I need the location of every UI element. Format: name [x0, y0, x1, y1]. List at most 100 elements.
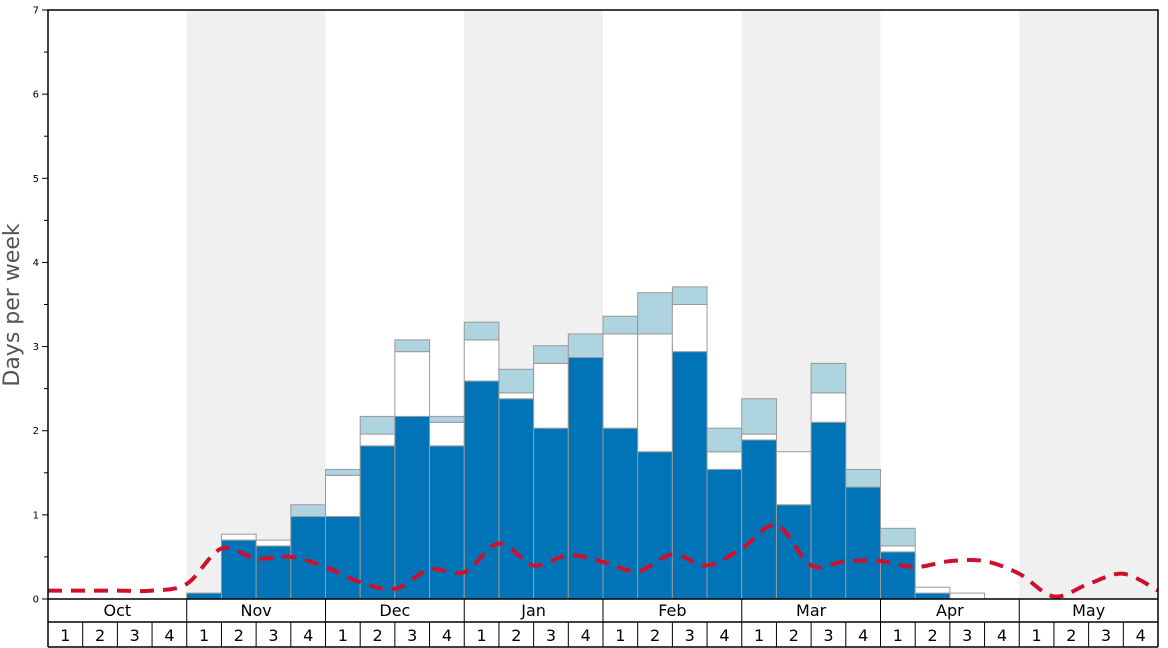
- week-label: 1: [338, 626, 348, 645]
- bar-segment: [567, 333, 604, 359]
- bar-segment: [775, 504, 812, 600]
- bar-segment: [602, 315, 639, 335]
- y-tick-label: 0: [33, 595, 39, 606]
- bar-segment: [498, 398, 535, 600]
- week-label: 3: [546, 626, 556, 645]
- week-label: 4: [581, 626, 591, 645]
- bar-segment: [810, 362, 847, 394]
- week-label: 2: [650, 626, 660, 645]
- bar-segment: [463, 339, 500, 382]
- week-label: 1: [615, 626, 625, 645]
- week-label: 3: [962, 626, 972, 645]
- y-tick-label: 4: [33, 258, 39, 269]
- bar-segment: [359, 445, 396, 600]
- bar-segment: [637, 333, 673, 453]
- bar-segment: [429, 415, 465, 423]
- month-band: [186, 10, 326, 599]
- bar-segment: [533, 427, 569, 600]
- week-label: 4: [164, 626, 174, 645]
- week-label: 2: [511, 626, 521, 645]
- bar-segment: [637, 451, 673, 600]
- week-label: 1: [754, 626, 764, 645]
- y-tick-label: 6: [33, 90, 39, 101]
- bar-segment: [845, 486, 881, 600]
- week-label: 3: [407, 626, 417, 645]
- bar-segment: [602, 333, 639, 429]
- bar-segment: [498, 368, 535, 394]
- bar-segment: [394, 351, 431, 417]
- week-label: 3: [823, 626, 833, 645]
- week-label: 2: [95, 626, 105, 645]
- week-label: 1: [1032, 626, 1042, 645]
- y-tick-label: 5: [33, 174, 39, 185]
- bar-segment: [463, 321, 500, 341]
- bar-segment: [671, 304, 708, 353]
- bar-segment: [810, 421, 847, 600]
- bar-segment: [359, 415, 396, 435]
- bar-segment: [637, 292, 673, 335]
- bar-segment: [741, 439, 777, 600]
- dashed-line-series: [48, 522, 1159, 599]
- week-label: 2: [789, 626, 799, 645]
- month-band: [1019, 10, 1158, 599]
- week-label: 4: [1136, 626, 1146, 645]
- week-label: 1: [477, 626, 487, 645]
- week-label: 2: [234, 626, 244, 645]
- week-label: 2: [927, 626, 937, 645]
- bar-segment: [741, 433, 777, 441]
- bar-segment: [914, 586, 951, 594]
- month-label: Feb: [658, 601, 686, 620]
- y-tick-label: 3: [33, 342, 39, 353]
- bar-segment: [255, 539, 292, 547]
- bar-segment: [429, 421, 465, 447]
- bar-segment: [533, 345, 569, 364]
- week-label: 1: [199, 626, 209, 645]
- bar-segment: [706, 468, 743, 600]
- month-label: May: [1072, 601, 1105, 620]
- bar-segment: [706, 451, 743, 470]
- y-tick-label: 7: [33, 6, 39, 17]
- bar-stacks: [186, 286, 986, 600]
- bar-segment: [880, 551, 916, 600]
- week-label: 3: [268, 626, 278, 645]
- bar-segment: [290, 504, 326, 518]
- month-label: Nov: [241, 601, 272, 620]
- week-label: 4: [442, 626, 452, 645]
- bar-segment: [741, 398, 777, 435]
- y-tick-label: 2: [33, 426, 39, 437]
- bar-segment: [255, 545, 292, 600]
- month-label: Apr: [936, 601, 964, 620]
- y-axis-title: Days per week: [0, 223, 25, 386]
- week-label: 4: [719, 626, 729, 645]
- month-bands: [186, 10, 1158, 599]
- week-label: 1: [893, 626, 903, 645]
- month-label: Jan: [520, 601, 546, 620]
- y-tick-label: 1: [33, 510, 39, 521]
- x-axis: Oct 1 2 3 4 Nov 1 2 3 4 Dec 1 2 3 4 Jan 1 2 3 4 Feb 1 2 3 4 Mar 1 2…: [47, 599, 1159, 648]
- week-label: 2: [1066, 626, 1076, 645]
- bar-segment: [429, 445, 465, 600]
- week-label: 2: [372, 626, 382, 645]
- week-label: 1: [60, 626, 70, 645]
- line-series: [48, 522, 1159, 599]
- week-label: 3: [1101, 626, 1111, 645]
- bar-segment: [949, 592, 986, 600]
- week-label: 4: [997, 626, 1007, 645]
- bar-segment: [706, 427, 743, 453]
- bar-segment: [186, 592, 222, 600]
- bar-segment: [325, 468, 361, 476]
- bar-segment: [498, 392, 535, 400]
- bar-segment: [394, 339, 431, 353]
- bar-segment: [394, 415, 431, 600]
- bar-segment: [567, 357, 604, 600]
- bar-segment: [463, 380, 500, 600]
- week-label: 3: [685, 626, 695, 645]
- week-label: 4: [303, 626, 313, 645]
- bar-segment: [845, 468, 881, 488]
- bar-segment: [325, 474, 361, 518]
- bar-segment: [325, 516, 361, 600]
- bar-segment: [914, 592, 951, 600]
- bar-segment: [533, 362, 569, 429]
- month-label: Mar: [796, 601, 827, 620]
